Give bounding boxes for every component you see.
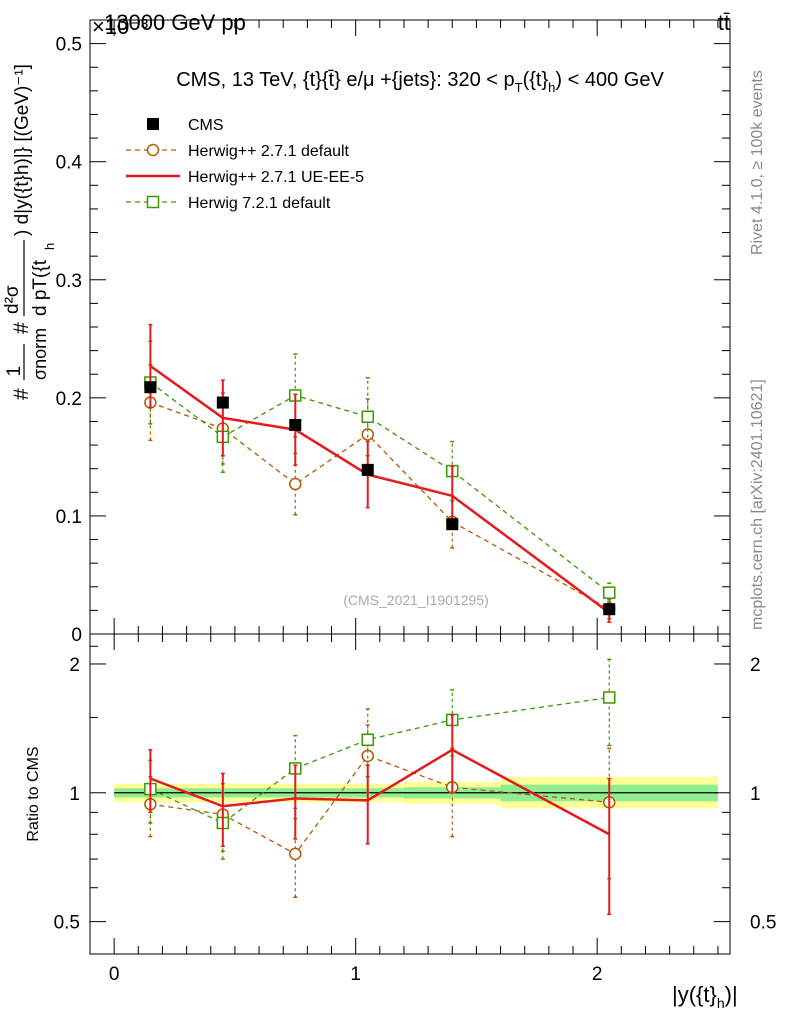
x-tick-label: 2: [592, 964, 603, 985]
legend-entry: CMS: [147, 117, 224, 134]
marker-open-square: [602, 586, 616, 599]
svg-text:|y({t}h)|: |y({t}h)|: [672, 982, 738, 1011]
ylabel-hash: #: [10, 388, 33, 400]
ratio-axes: 0.5 0.5 1 1 2 2 0 1 2: [54, 634, 776, 985]
series-line: [149, 748, 610, 836]
main-y-axis-label: # 1 σnorm # d²σ d pT({t h ) d|y({t}h)|} …: [2, 64, 57, 400]
legend-entry: Herwig++ 2.7.1 UE-EE-5: [126, 169, 364, 186]
legend-label: Herwig++ 2.7.1 UE-EE-5: [188, 169, 364, 186]
main-title: CMS, 13 TeV, {t}{t̄} e/μ +{jets}: 320 < …: [176, 69, 664, 95]
marker-open-circle: [289, 477, 302, 491]
title-part-2: ({t}: [523, 69, 549, 91]
marker-filled-square: [144, 381, 157, 394]
rivet-label: Rivet 4.1.0, ≥ 100k events: [749, 70, 766, 255]
marker-open-square: [602, 691, 616, 704]
legend-label: Herwig++ 2.7.1 default: [188, 143, 350, 160]
xlabel-sub: h: [717, 995, 725, 1011]
ylabel-one: 1: [4, 366, 25, 377]
legend-entry: Herwig++ 2.7.1 default: [126, 143, 350, 160]
ratio-y-tick-label-right: 1: [750, 784, 761, 805]
ratio-y-tick-label: 0.5: [54, 913, 80, 934]
marker-open-square: [361, 733, 374, 747]
series-herwig-2-7-1-ue-ee-5: [148, 714, 612, 916]
x-axis-label: |y({t}h)|: [672, 982, 738, 1011]
x-tick-label: 1: [350, 964, 361, 985]
legend: CMS Herwig++ 2.7.1 default Herwig++ 2.7.1 …: [126, 117, 364, 212]
marker-filled-square: [361, 463, 374, 476]
analysis-annotation: (CMS_2021_I1901295): [343, 592, 489, 608]
marker-filled-square: [603, 603, 616, 616]
title-part-1: T: [515, 80, 523, 95]
ratio-y-tick-label-right: 2: [750, 655, 761, 676]
svg-text:# 1: # 1: [4, 366, 33, 400]
marker-open-circle: [146, 143, 160, 157]
mcplots-label: mcplots.cern.ch [arXiv:2401.10621]: [749, 379, 766, 630]
marker-open-square: [361, 410, 374, 423]
legend-label: Herwig 7.2.1 default: [188, 195, 331, 212]
main-y-tick-label: 0.5: [56, 35, 82, 56]
title-part-0: CMS, 13 TeV, {t}{t̄} e/μ +{jets}: 320 < …: [176, 69, 514, 91]
main-y-tick-label: 0.4: [56, 153, 83, 174]
main-y-tick-label: 0: [71, 625, 82, 646]
series-line: [149, 381, 610, 594]
marker-filled-square: [216, 396, 229, 409]
marker-open-circle: [289, 847, 302, 861]
main-series: [144, 323, 616, 623]
marker-filled-square: [147, 118, 159, 130]
ylabel-rest: ) d|y({t}h)|} [(GeV)⁻¹]: [12, 64, 33, 236]
series-line: [150, 696, 610, 824]
ratio-y-tick-label: 1: [69, 784, 80, 805]
ylabel-dpt: d pT({t: [30, 259, 51, 316]
main-axes: 0 0.1 0.2 0.3 0.4 0.5: [56, 20, 730, 646]
series-herwig-2-7-1-ue-ee-5: [148, 323, 612, 623]
ylabel-hash-2: #: [10, 322, 33, 334]
title-part-3: h: [548, 80, 555, 95]
process-label: tt̄: [718, 10, 730, 35]
ylabel-sigma-norm: σnorm: [30, 328, 50, 380]
marker-open-square: [146, 195, 160, 209]
energy-label: 13000 GeV pp: [104, 10, 246, 35]
main-y-tick-label: 0.3: [56, 271, 82, 292]
marker-filled-square: [446, 518, 459, 531]
series-line: [149, 364, 610, 614]
ylabel-d2sigma: d²σ: [2, 285, 23, 314]
ylabel-h-sub: h: [42, 243, 57, 250]
ratio-y-tick-label-right: 0.5: [750, 913, 776, 934]
main-y-tick-label: 0.2: [56, 389, 82, 410]
ratio-y-tick-label: 2: [69, 655, 80, 676]
marker-filled-square: [289, 419, 302, 432]
ratio-plot-frame: [89, 633, 731, 955]
x-tick-label: 0: [109, 964, 120, 985]
ratio-y-axis-label: Ratio to CMS: [25, 746, 42, 841]
series-line: [150, 401, 610, 610]
main-y-tick-label: 0.1: [56, 507, 82, 528]
ratio-series: [144, 658, 616, 916]
series-cms: [144, 381, 616, 616]
exponent-label: ×10⁻³: [92, 14, 148, 39]
legend-label: CMS: [188, 117, 224, 134]
title-part-4: ) < 400 GeV: [555, 69, 664, 91]
series-line: [150, 755, 610, 855]
legend-entry: Herwig 7.2.1 default: [126, 195, 331, 212]
